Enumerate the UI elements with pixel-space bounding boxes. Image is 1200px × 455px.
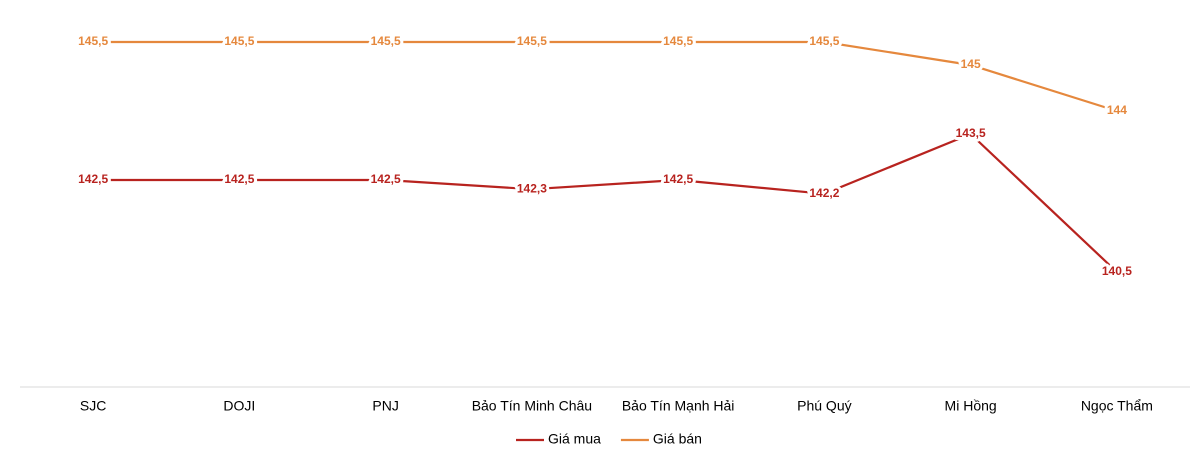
x-tick-label: Bảo Tín Mạnh Hải: [622, 398, 735, 414]
data-label: 142,5: [663, 172, 693, 186]
legend-label: Giá bán: [653, 431, 702, 447]
data-label: 145,5: [663, 34, 693, 48]
legend-label: Giá mua: [548, 431, 601, 447]
data-label: 145,5: [371, 34, 401, 48]
data-label: 142,2: [809, 186, 839, 200]
x-tick-label: Ngọc Thẩm: [1081, 398, 1153, 414]
data-label: 145: [961, 57, 981, 71]
line: [93, 132, 1118, 273]
x-tick-label: DOJI: [223, 398, 255, 414]
x-tick-label: Bảo Tín Minh Châu: [472, 398, 592, 414]
data-label: 144: [1107, 103, 1127, 117]
data-label: 142,5: [224, 172, 254, 186]
data-label: 143,5: [956, 126, 986, 140]
line: [93, 40, 1118, 113]
x-tick-label: PNJ: [372, 398, 398, 414]
x-tick-label: Phú Quý: [797, 398, 851, 414]
data-label: 142,5: [78, 172, 108, 186]
data-label: 142,5: [371, 172, 401, 186]
data-label: 140,5: [1102, 264, 1132, 278]
data-label: 142,3: [517, 181, 547, 195]
data-label: 145,5: [809, 34, 839, 48]
data-label: 145,5: [517, 34, 547, 48]
x-tick-label: SJC: [80, 398, 106, 414]
x-tick-label: Mi Hồng: [945, 398, 997, 414]
data-label: 145,5: [78, 34, 108, 48]
data-label: 145,5: [224, 34, 254, 48]
